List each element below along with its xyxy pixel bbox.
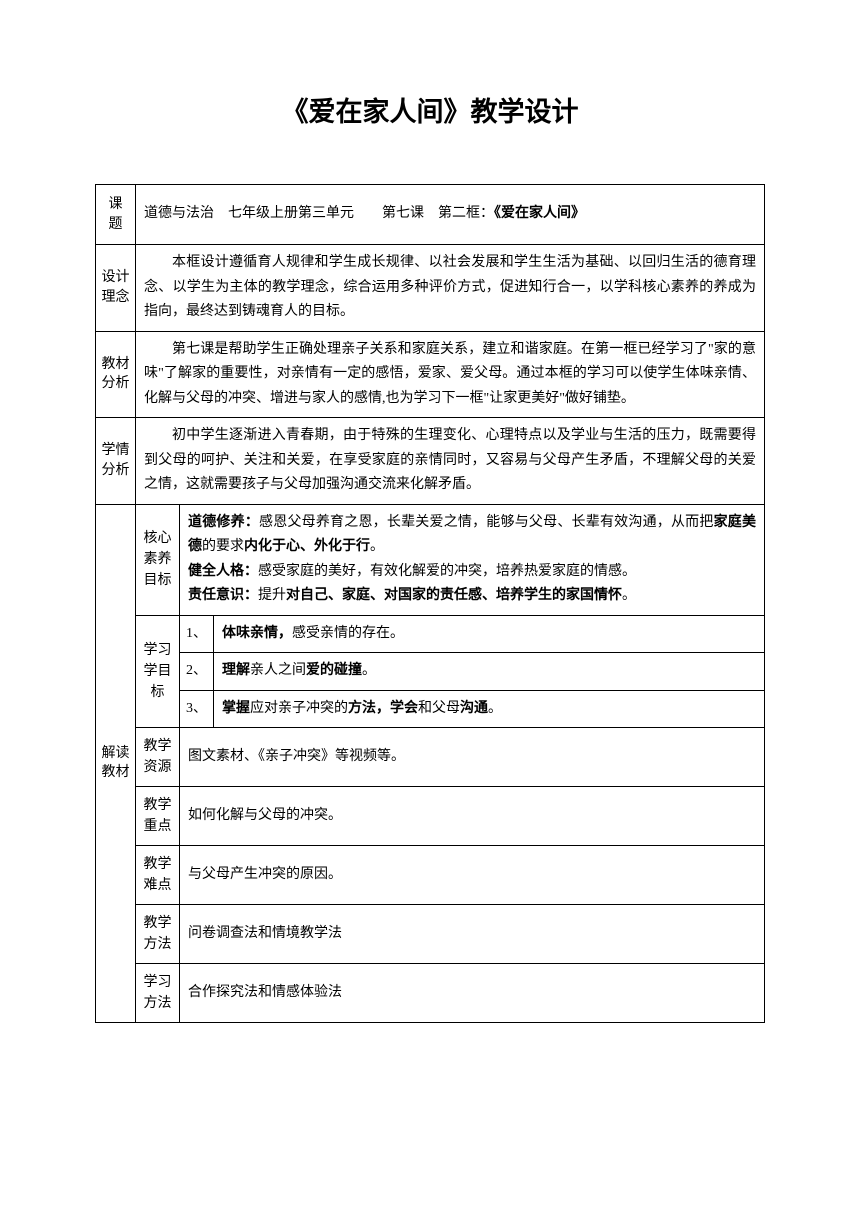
material-content: 第七课是帮助学生正确处理亲子关系和家庭关系，建立和谐家庭。在第一框已经学习了"家… [136,331,765,418]
goals-label: 学习学目标 [136,615,180,728]
situation-content: 初中学生逐渐进入青春期，由于特殊的生理变化、心理特点以及学业与生活的压力，既需要… [136,418,765,505]
core-label: 核心素养目标 [136,504,180,615]
focus-label: 教学重点 [136,787,180,846]
interpret-label: 解读教材 [96,504,136,1023]
goal-1-num: 1、 [180,615,214,653]
situation-label: 学情分析 [96,418,136,505]
design-content: 本框设计遵循育人规律和学生成长规律、以社会发展和学生生活为基础、以回归生活的德育… [136,245,765,332]
focus-content: 如何化解与父母的冲突。 [180,787,765,846]
situation-text: 初中学生逐渐进入青春期，由于特殊的生理变化、心理特点以及学业与生活的压力，既需要… [144,424,756,498]
material-text: 第七课是帮助学生正确处理亲子关系和家庭关系，建立和谐家庭。在第一框已经学习了"家… [144,338,756,412]
topic-text: 道德与法治 七年级上册第三单元 第七课 第二框： [144,206,494,221]
learn-method-label: 学习方法 [136,964,180,1023]
teach-method-content: 问卷调查法和情境教学法 [180,905,765,964]
goal-2-content: 理解亲人之间爱的碰撞。 [214,653,765,691]
resource-label: 教学资源 [136,728,180,787]
topic-title-bold: 《爱在家人间》 [494,206,585,221]
goal-3-num: 3、 [180,690,214,728]
core-line-2: 健全人格：感受家庭的美好，有效化解爱的冲突，培养热爱家庭的情感。 [188,560,756,585]
document-title: 《爱在家人间》教学设计 [95,90,765,129]
core-line-3: 责任意识：提升对自己、家庭、对国家的责任感、培养学生的家国情怀。 [188,584,756,609]
difficulty-content: 与父母产生冲突的原因。 [180,846,765,905]
goal-1-content: 体味亲情，感受亲情的存在。 [214,615,765,653]
goal-2-num: 2、 [180,653,214,691]
core-content: 道德修养：感恩父母养育之恩，长辈关爱之情，能够与父母、长辈有效沟通，从而把家庭美… [180,504,765,615]
difficulty-label: 教学难点 [136,846,180,905]
material-label: 教材分析 [96,331,136,418]
learn-method-content: 合作探究法和情感体验法 [180,964,765,1023]
design-text: 本框设计遵循育人规律和学生成长规律、以社会发展和学生生活为基础、以回归生活的德育… [144,251,756,325]
core-line-1: 道德修养：感恩父母养育之恩，长辈关爱之情，能够与父母、长辈有效沟通，从而把家庭美… [188,511,756,560]
goal-3-content: 掌握应对亲子冲突的方法，学会和父母沟通。 [214,690,765,728]
lesson-plan-table: 课题 道德与法治 七年级上册第三单元 第七课 第二框：《爱在家人间》 设计理念 … [95,184,765,1023]
teach-method-label: 教学方法 [136,905,180,964]
resource-content: 图文素材、《亲子冲突》等视频等。 [180,728,765,787]
design-label: 设计理念 [96,245,136,332]
topic-label: 课题 [96,185,136,245]
topic-content: 道德与法治 七年级上册第三单元 第七课 第二框：《爱在家人间》 [136,185,765,245]
